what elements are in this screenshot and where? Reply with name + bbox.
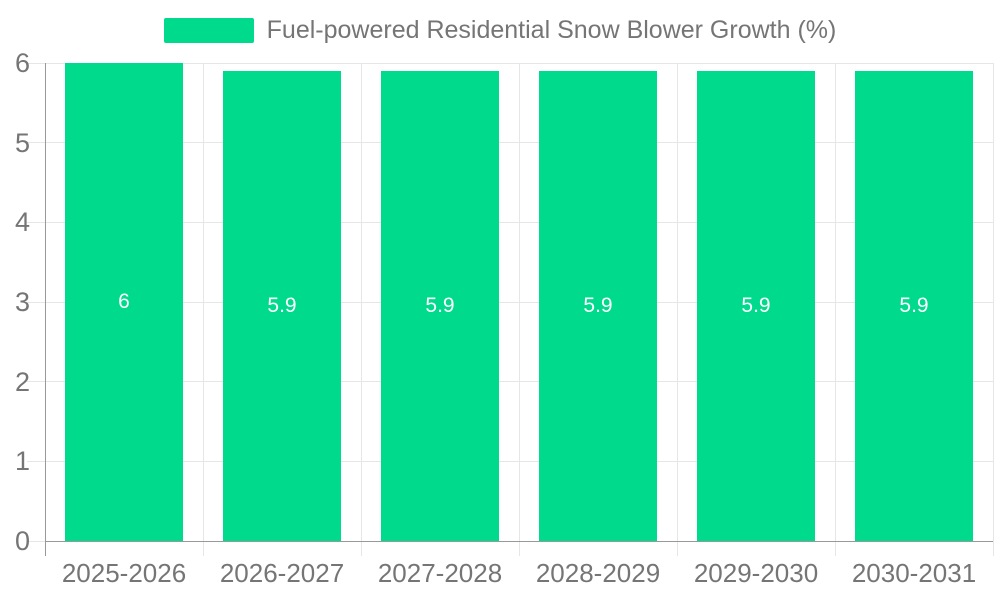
- y-tick-label: 1: [14, 446, 30, 477]
- bar-2028-2029: [539, 70, 657, 541]
- legend-item[interactable]: Fuel-powered Residential Snow Blower Gro…: [0, 16, 1000, 44]
- x-tick-label: 2030-2031: [851, 558, 977, 588]
- bar-value-label: 5.9: [267, 293, 297, 317]
- legend-label: Fuel-powered Residential Snow Blower Gro…: [266, 16, 837, 44]
- x-gridline: [518, 63, 520, 556]
- y-axis-tick: [27, 460, 45, 462]
- x-tick-label: 2028-2029: [535, 558, 661, 588]
- y-axis-tick: [27, 381, 45, 383]
- bar-value-label: 5.9: [899, 293, 929, 317]
- y-tick-label: 6: [14, 48, 30, 78]
- bar-value-label: 5.9: [741, 293, 771, 317]
- y-axis-line: [44, 63, 46, 556]
- bar-2030-2031: [855, 70, 973, 541]
- x-gridline: [834, 63, 836, 556]
- bar-2027-2028: [381, 70, 499, 541]
- y-tick-label: 4: [14, 207, 30, 238]
- bar-2026-2027: [223, 70, 341, 541]
- y-axis-tick: [27, 301, 45, 303]
- y-tick-label: 5: [14, 127, 30, 158]
- bar-value-label: 6: [118, 290, 130, 313]
- x-tick-label: 2027-2028: [377, 558, 503, 588]
- x-gridline: [360, 63, 362, 556]
- x-tick-label: 2026-2027: [219, 558, 345, 588]
- y-axis-tick: [27, 62, 45, 64]
- x-gridline: [992, 63, 994, 556]
- y-axis-tick: [27, 142, 45, 144]
- x-gridline: [676, 63, 678, 556]
- x-tick-label: 2025-2026: [61, 558, 187, 588]
- legend-swatch: [163, 17, 254, 43]
- x-axis-line: [45, 540, 993, 542]
- bar-2025-2026: [65, 63, 183, 541]
- bar-2029-2030: [697, 70, 815, 541]
- x-gridline: [202, 63, 204, 556]
- y-tick-label: 2: [14, 366, 30, 397]
- y-axis-tick: [27, 540, 45, 542]
- y-tick-label: 0: [14, 526, 30, 556]
- y-tick-label: 3: [14, 287, 30, 317]
- bar-value-label: 5.9: [583, 293, 613, 317]
- x-tick-label: 2029-2030: [693, 558, 819, 588]
- bar-value-label: 5.9: [425, 293, 455, 317]
- y-axis-tick: [27, 221, 45, 223]
